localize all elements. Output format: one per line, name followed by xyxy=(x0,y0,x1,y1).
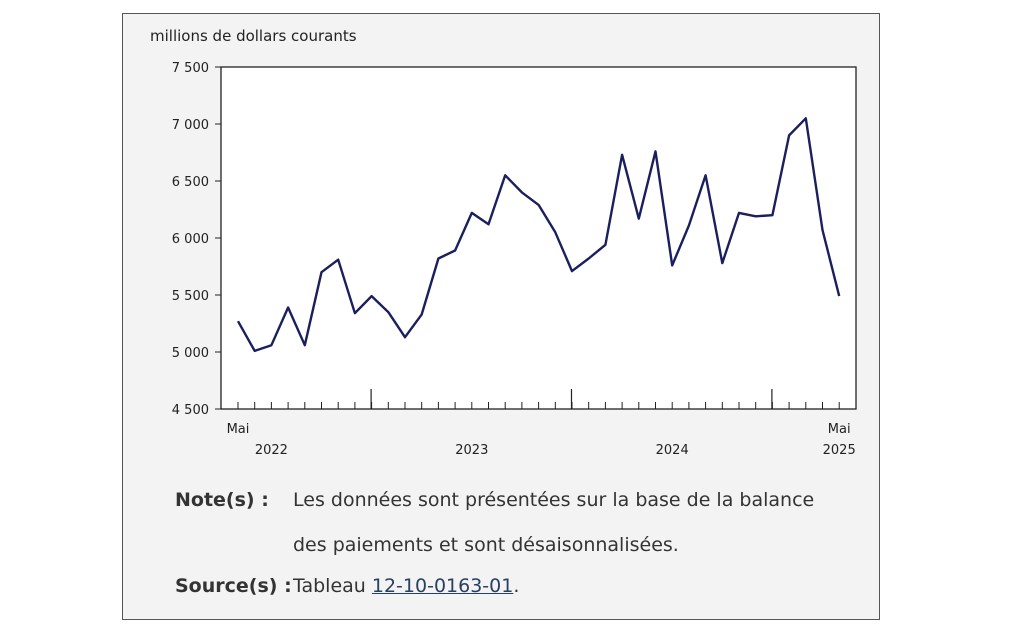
source-table-link[interactable]: 12-10-0163-01 xyxy=(371,575,514,597)
data-point xyxy=(286,306,290,310)
data-point xyxy=(503,173,507,177)
data-point xyxy=(320,270,324,274)
x-end-year-label: 2025 xyxy=(823,443,856,458)
data-point xyxy=(787,133,791,137)
data-point xyxy=(821,228,825,232)
data-point xyxy=(436,257,440,261)
data-point xyxy=(587,257,591,261)
y-tick-label: 6 500 xyxy=(172,175,209,190)
y-tick-label: 5 500 xyxy=(172,289,209,304)
data-point xyxy=(737,211,741,215)
y-tick-label: 6 000 xyxy=(172,232,209,247)
data-point xyxy=(687,223,691,227)
line-chart: millions de dollars courants 4 500 5 000 5… xyxy=(150,27,857,458)
data-point xyxy=(704,173,708,177)
data-point xyxy=(353,311,357,315)
y-tick-label: 7 000 xyxy=(172,118,209,133)
data-point xyxy=(269,343,273,347)
data-point xyxy=(603,243,607,247)
plot-area xyxy=(220,66,857,410)
y-axis-unit-label: millions de dollars courants xyxy=(150,27,357,45)
data-point xyxy=(336,258,340,262)
data-point xyxy=(420,312,424,316)
data-point xyxy=(453,249,457,253)
data-point xyxy=(537,203,541,207)
y-tick-label: 4 500 xyxy=(172,403,209,418)
x-year-label: 2022 xyxy=(255,443,288,458)
data-point xyxy=(770,213,774,217)
data-point xyxy=(720,261,724,265)
data-point xyxy=(487,222,491,226)
data-point xyxy=(403,335,407,339)
series-line xyxy=(236,117,841,353)
data-point xyxy=(570,269,574,273)
y-tick-label: 7 500 xyxy=(172,61,209,76)
data-point xyxy=(754,214,758,218)
source-label: Source(s) : xyxy=(175,575,292,597)
y-tick-label: 5 000 xyxy=(172,346,209,361)
notes-section: Note(s) : Les données sont présentées su… xyxy=(175,484,875,604)
source-text: Tableau 12-10-0163-01. xyxy=(293,575,519,597)
data-point xyxy=(520,190,524,194)
data-point xyxy=(637,217,641,221)
note-line-2: des paiements et sont désaisonnalisées. xyxy=(293,534,679,556)
x-start-month-label: Mai xyxy=(227,422,250,437)
source-prefix: Tableau xyxy=(293,575,366,597)
data-point xyxy=(620,153,624,157)
data-point xyxy=(654,149,658,153)
data-point xyxy=(670,263,674,267)
data-point xyxy=(804,116,808,120)
note-line-1: Les données sont présentées sur la base … xyxy=(293,489,815,511)
data-point xyxy=(370,294,374,298)
chart-frame: millions de dollars courants 4 500 5 000 5… xyxy=(122,13,880,620)
x-year-label: 2024 xyxy=(656,443,689,458)
data-point xyxy=(386,310,390,314)
note-label: Note(s) : xyxy=(175,489,269,511)
data-point xyxy=(837,294,841,298)
data-point xyxy=(253,349,257,353)
data-point xyxy=(470,211,474,215)
data-point xyxy=(303,343,307,347)
x-year-label: 2023 xyxy=(455,443,488,458)
source-suffix: . xyxy=(513,575,520,597)
data-point xyxy=(553,230,557,234)
data-point xyxy=(236,319,240,323)
x-end-month-label: Mai xyxy=(828,422,851,437)
